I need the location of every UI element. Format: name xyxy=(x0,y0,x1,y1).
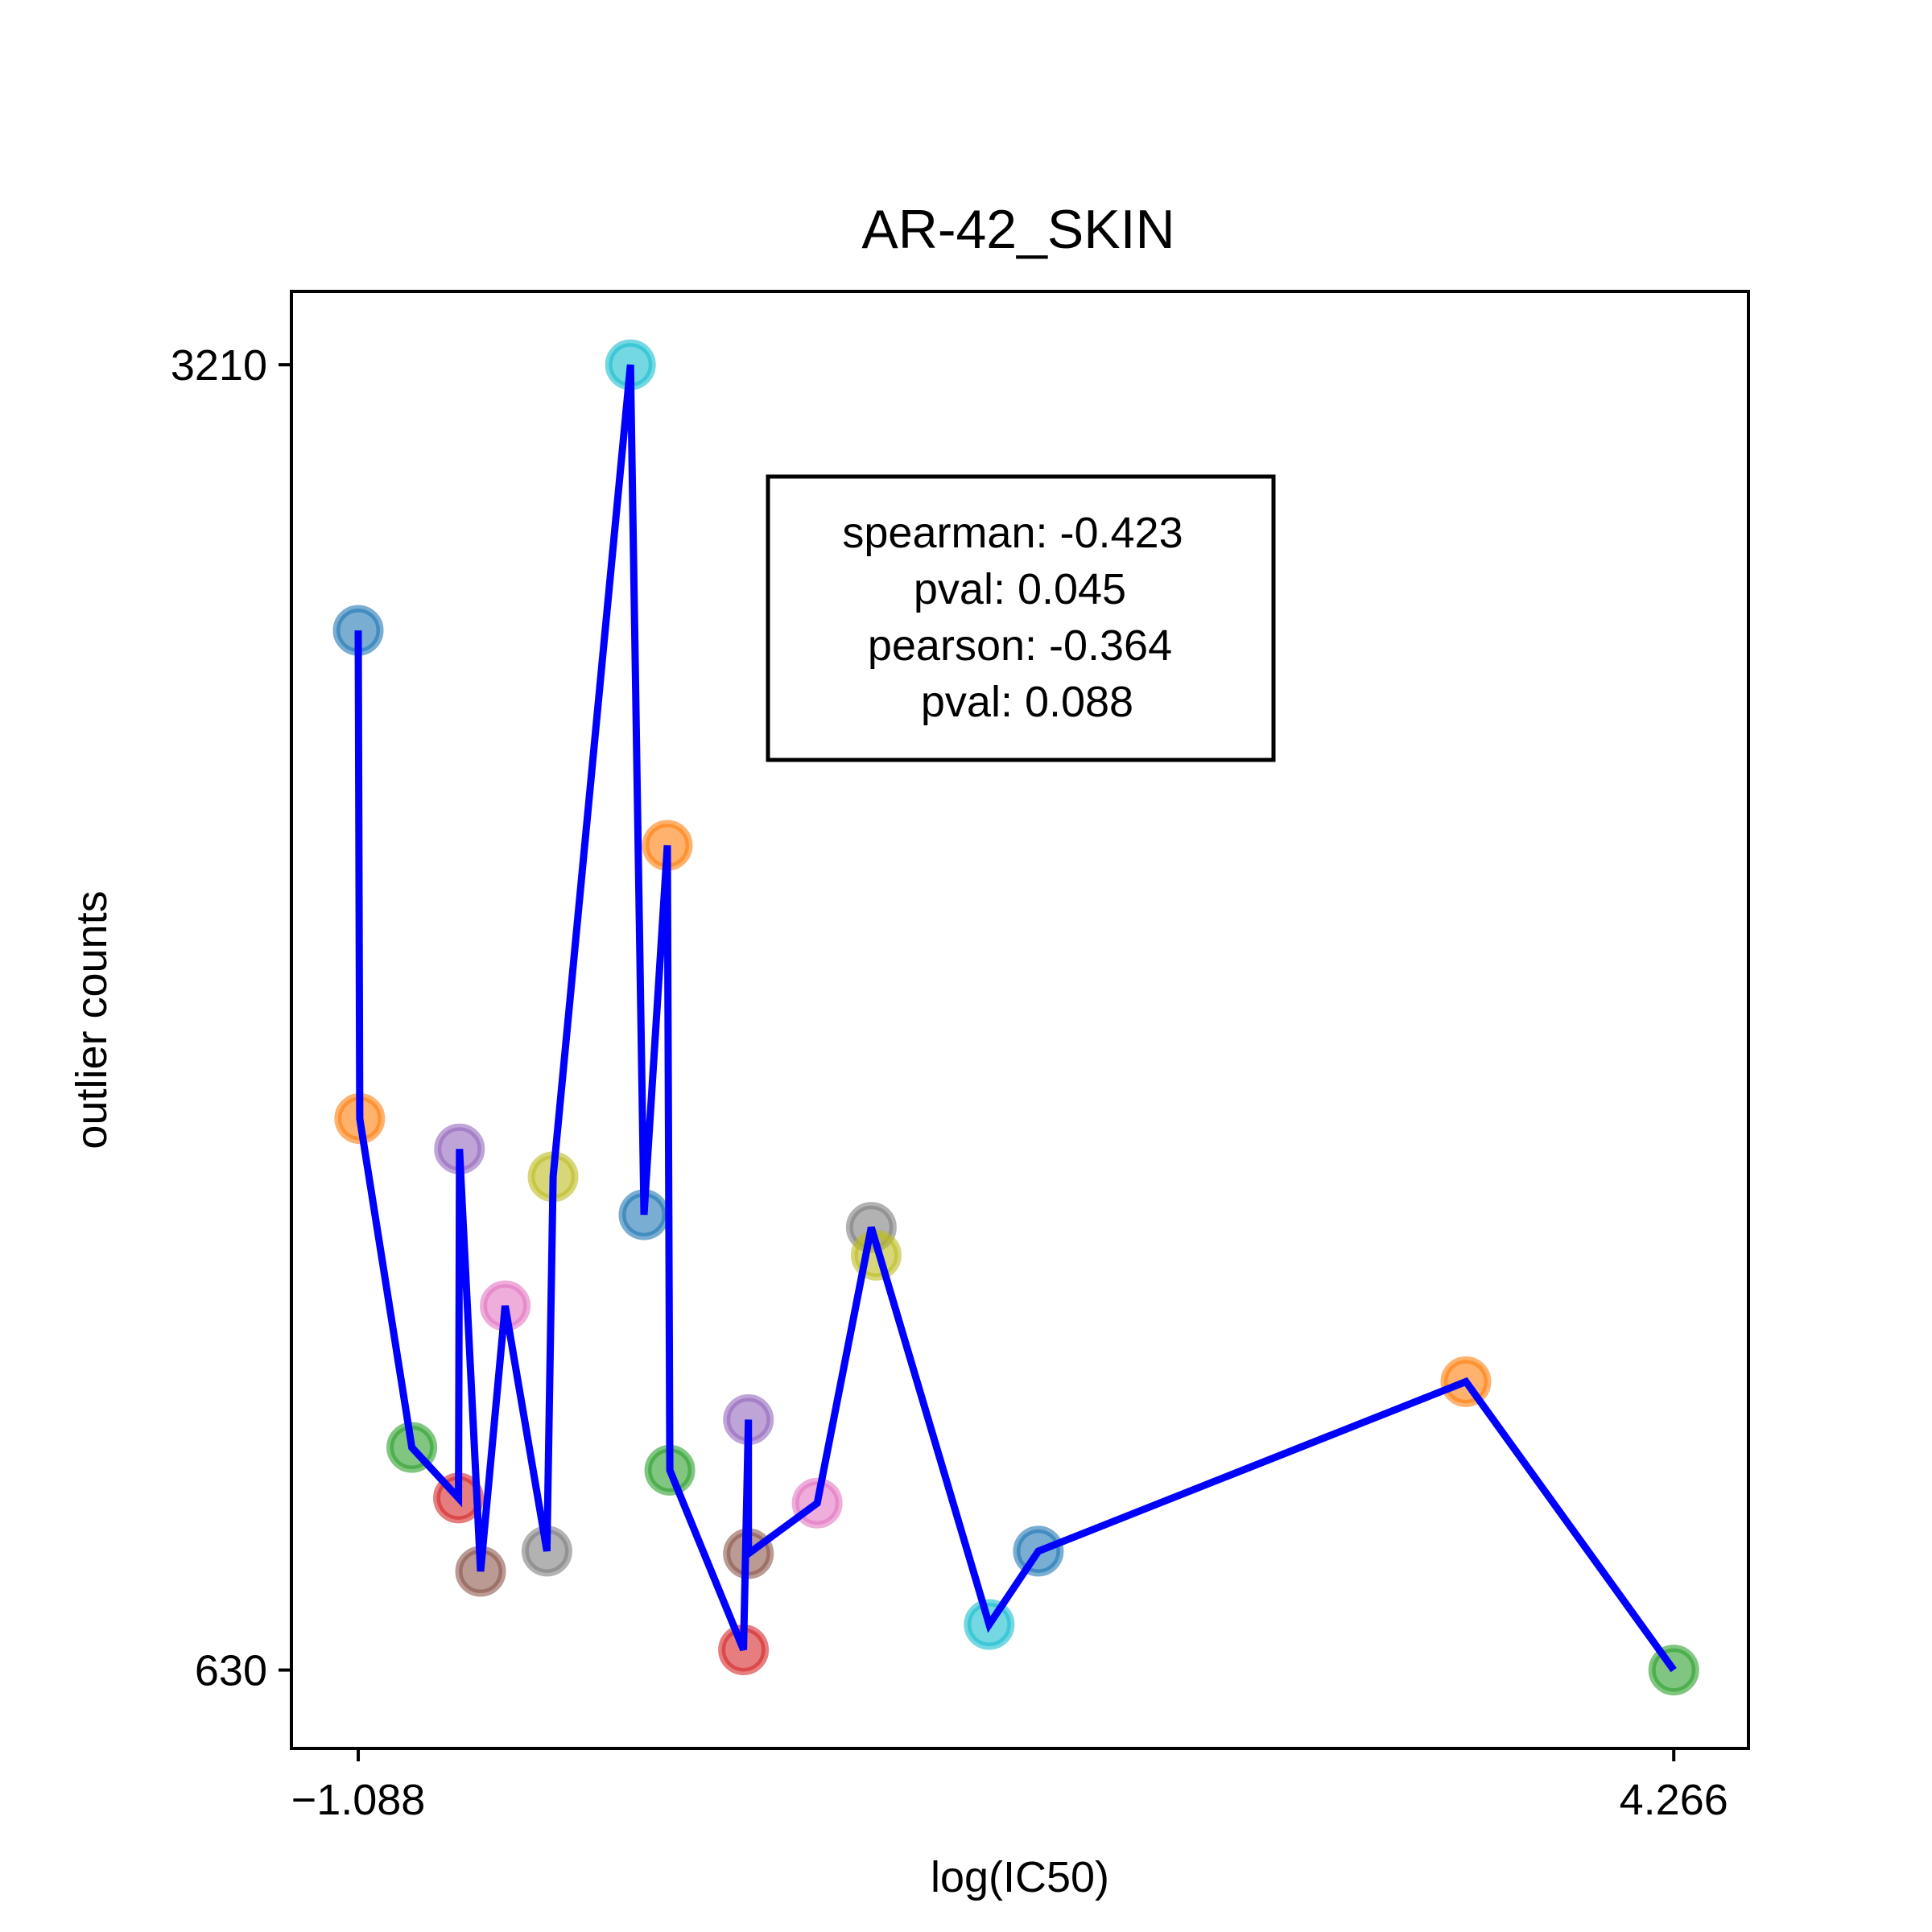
series-line xyxy=(354,364,1677,1673)
x-axis-label: log(IC50) xyxy=(931,1853,1109,1901)
y-tick-label-0: 630 xyxy=(195,1647,267,1695)
stats-box-frame xyxy=(766,474,1276,762)
plot-frame xyxy=(290,290,1750,1750)
stats-spearman: spearman: -0.423 xyxy=(842,509,1183,557)
axis-ticks: −1.088 4.266 630 3210 xyxy=(171,341,1728,1824)
stats-pearson: pearson: -0.364 xyxy=(868,621,1172,670)
x-tick-label-0: −1.088 xyxy=(291,1776,426,1824)
chart-title: AR-42_SKIN xyxy=(861,199,1174,260)
stats-box: spearman: -0.423 pval: 0.045 pearson: -0… xyxy=(766,474,1276,762)
stats-pearson-pval: pval: 0.088 xyxy=(921,678,1133,726)
y-axis-label: outlier counts xyxy=(68,890,116,1149)
x-tick-label-1: 4.266 xyxy=(1620,1776,1728,1824)
plot-area xyxy=(332,339,1699,1696)
y-tick-label-1: 3210 xyxy=(171,341,267,390)
stats-spearman-pval: pval: 0.045 xyxy=(914,565,1126,613)
